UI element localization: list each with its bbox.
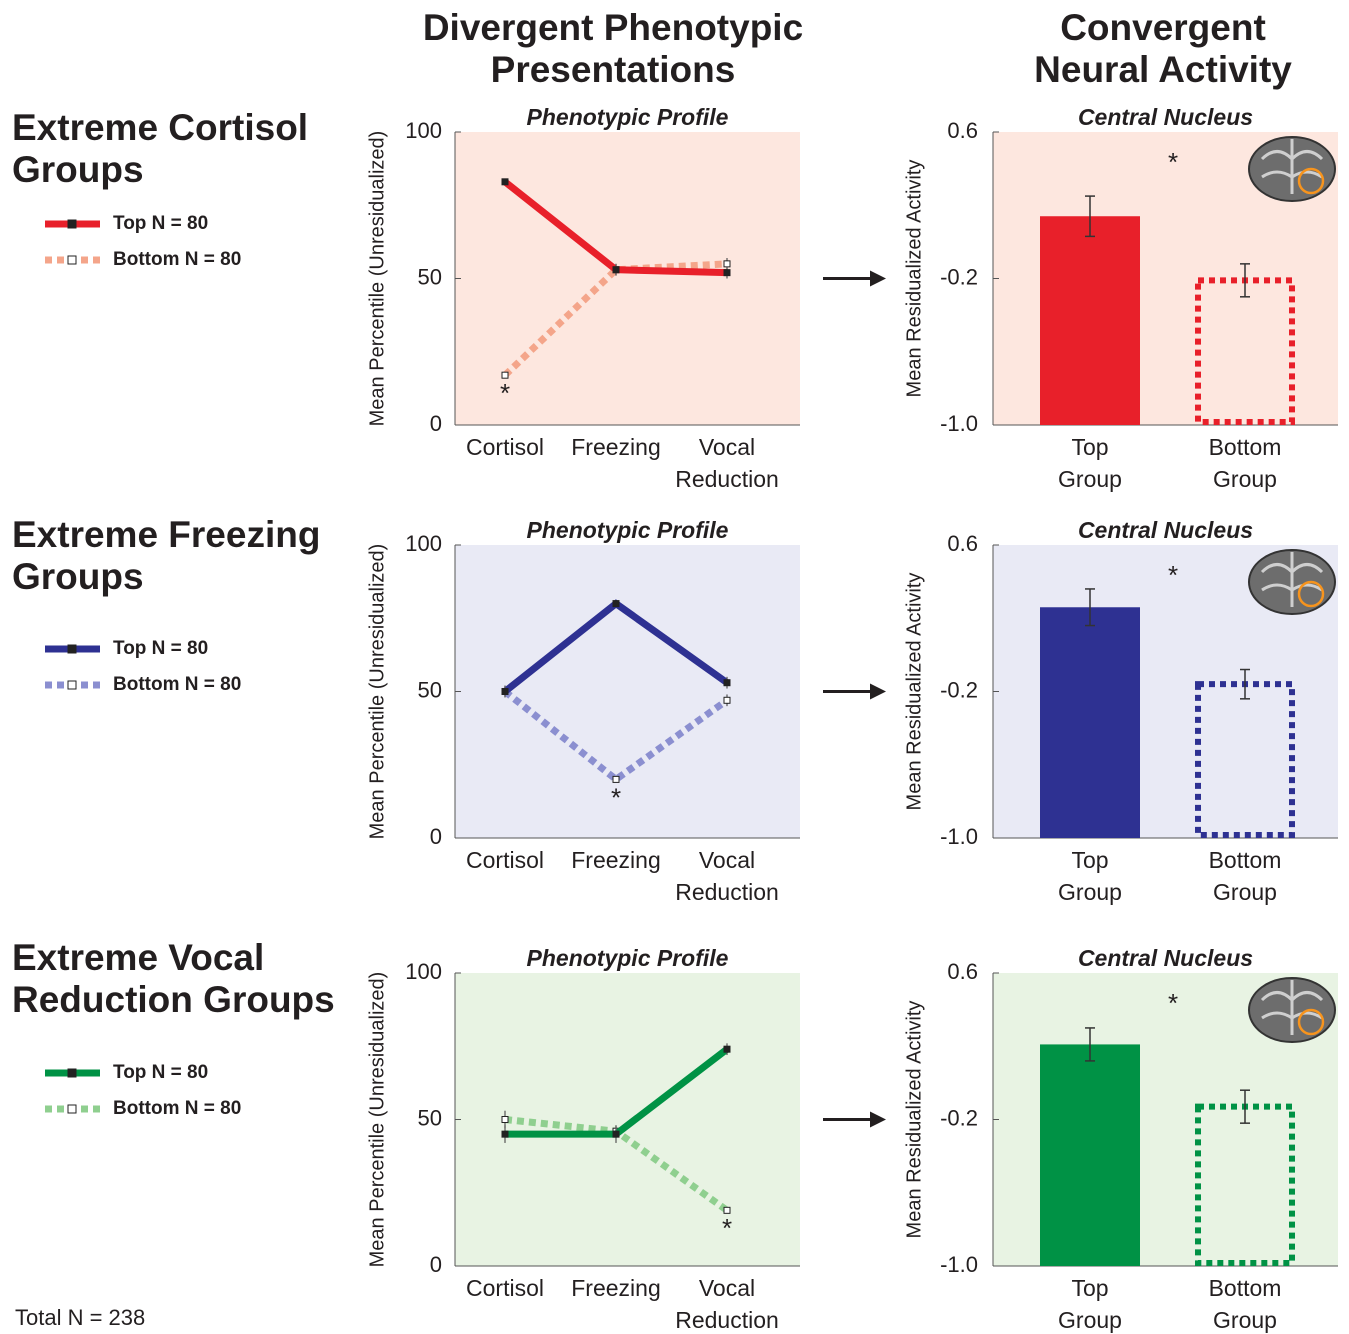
legend-marker	[68, 256, 76, 264]
legend-marker	[68, 645, 76, 653]
point-marker	[724, 697, 730, 703]
x-tick-label: Bottom Group	[1195, 431, 1295, 495]
legend-label: Bottom N = 80	[113, 1098, 241, 1119]
y-axis-label: Mean Residualized Activity	[903, 573, 925, 811]
x-tick-label: Cortisol	[448, 431, 563, 463]
y-tick-label: -1.0	[940, 824, 978, 849]
column-header: Neural Activity	[1034, 49, 1292, 90]
y-tick-label: 100	[405, 531, 442, 556]
point-marker	[724, 261, 730, 267]
row-title: Reduction Groups	[12, 979, 335, 1020]
y-tick-label: 0	[430, 1252, 442, 1277]
x-tick-label: Vocal Reduction	[670, 431, 785, 495]
chart-title: Central Nucleus	[1078, 104, 1253, 130]
x-tick-label: Freezing	[559, 844, 674, 876]
row-title: Extreme Freezing	[12, 514, 320, 555]
arrow-head	[870, 684, 886, 700]
column-header: Convergent	[1060, 7, 1266, 48]
x-tick-label: Cortisol	[448, 844, 563, 876]
point-marker	[502, 689, 508, 695]
legend-label: Bottom N = 80	[113, 674, 241, 695]
column-header: Presentations	[491, 49, 736, 90]
legend-marker	[68, 1105, 76, 1113]
point-marker	[724, 680, 730, 686]
y-axis-label: Mean Percentile (Unresidualized)	[366, 972, 388, 1268]
significance-marker: *	[1168, 988, 1178, 1018]
y-tick-label: 50	[418, 1105, 442, 1130]
significance-marker: *	[611, 782, 621, 812]
y-tick-label: -1.0	[940, 411, 978, 436]
point-marker	[502, 179, 508, 185]
legend-marker	[68, 681, 76, 689]
y-tick-label: 100	[405, 959, 442, 984]
x-tick-label: Bottom Group	[1195, 1272, 1295, 1334]
y-axis-label: Mean Residualized Activity	[903, 1001, 925, 1239]
x-tick-label: Bottom Group	[1195, 844, 1295, 908]
chart-title: Phenotypic Profile	[527, 104, 729, 130]
chart-title: Central Nucleus	[1078, 945, 1253, 971]
chart-title: Central Nucleus	[1078, 517, 1253, 543]
y-tick-label: -0.2	[940, 1105, 978, 1130]
point-marker	[613, 267, 619, 273]
significance-marker: *	[1168, 560, 1178, 590]
significance-marker: *	[500, 378, 510, 408]
point-marker	[724, 1046, 730, 1052]
x-tick-label: Top Group	[1040, 431, 1140, 495]
legend-label: Bottom N = 80	[113, 249, 241, 270]
y-tick-label: 0	[430, 824, 442, 849]
y-tick-label: 50	[418, 264, 442, 289]
arrow-head	[870, 1112, 886, 1128]
significance-marker: *	[1168, 147, 1178, 177]
arrow-head	[870, 271, 886, 287]
y-tick-label: 0.6	[947, 531, 978, 556]
figure-canvas: Divergent Phenotypic Presentations Conve…	[0, 0, 1349, 1334]
y-tick-label: -0.2	[940, 264, 978, 289]
y-tick-label: 0.6	[947, 959, 978, 984]
footer: Total N = 238	[15, 1305, 145, 1330]
x-tick-label: Top Group	[1040, 844, 1140, 908]
y-axis-label: Mean Percentile (Unresidualized)	[366, 544, 388, 840]
y-tick-label: 0.6	[947, 118, 978, 143]
y-axis-label: Mean Percentile (Unresidualized)	[366, 131, 388, 427]
figure: Divergent Phenotypic Presentations Conve…	[0, 0, 1349, 1334]
y-axis-label: Mean Residualized Activity	[903, 160, 925, 398]
row-title: Groups	[12, 556, 144, 597]
chart-title: Phenotypic Profile	[527, 517, 729, 543]
x-tick-label: Freezing	[559, 431, 674, 463]
bar	[1040, 1044, 1140, 1266]
legend-marker	[68, 220, 76, 228]
point-marker	[613, 1131, 619, 1137]
legend-label: Top N = 80	[113, 213, 208, 234]
x-tick-label: Freezing	[559, 1272, 674, 1304]
y-tick-label: -1.0	[940, 1252, 978, 1277]
y-tick-label: -0.2	[940, 677, 978, 702]
row-title: Groups	[12, 149, 144, 190]
y-tick-label: 0	[430, 411, 442, 436]
legend-label: Top N = 80	[113, 638, 208, 659]
x-tick-label: Vocal Reduction	[670, 1272, 785, 1334]
point-marker	[724, 270, 730, 276]
chart-title: Phenotypic Profile	[527, 945, 729, 971]
row-title: Extreme Vocal	[12, 937, 264, 978]
legend-marker	[68, 1069, 76, 1077]
point-marker	[502, 1131, 508, 1137]
x-tick-label: Vocal Reduction	[670, 844, 785, 908]
point-marker	[613, 601, 619, 607]
x-tick-label: Cortisol	[448, 1272, 563, 1304]
legend-label: Top N = 80	[113, 1062, 208, 1083]
bar	[1040, 607, 1140, 838]
column-header: Divergent Phenotypic	[423, 7, 803, 48]
y-tick-label: 100	[405, 118, 442, 143]
bar	[1040, 216, 1140, 425]
y-tick-label: 50	[418, 677, 442, 702]
row-title: Extreme Cortisol	[12, 107, 308, 148]
significance-marker: *	[722, 1213, 732, 1243]
x-tick-label: Top Group	[1040, 1272, 1140, 1334]
point-marker	[502, 1117, 508, 1123]
